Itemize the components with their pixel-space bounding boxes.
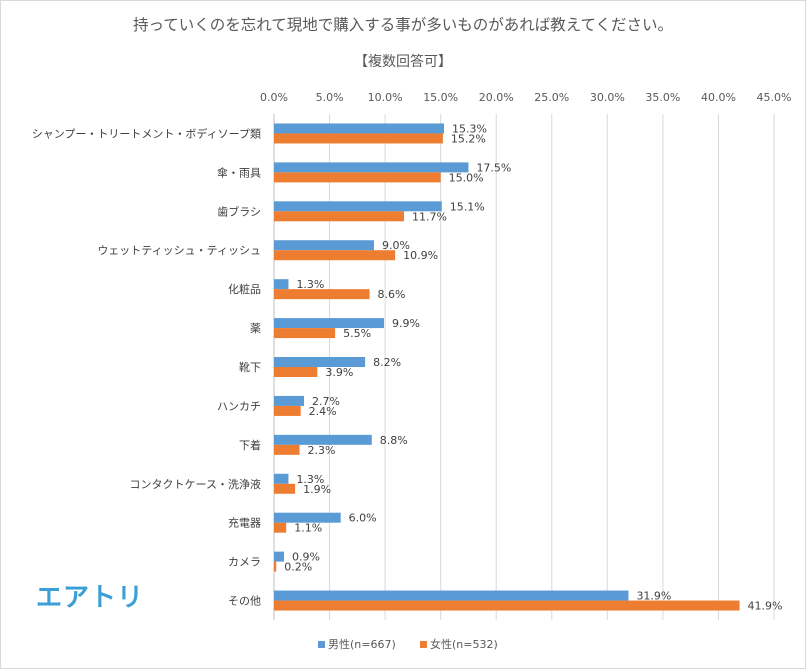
category-label: コンタクトケース・洗浄液 <box>130 477 261 491</box>
data-labels: 15.3%15.2% 17.5%15.0% 15.1%11.7% 9.0%10.9% 1… <box>284 122 782 612</box>
bar-female <box>274 444 300 455</box>
bar-female <box>274 289 370 300</box>
data-label: 6.0% <box>349 512 377 525</box>
bar-female <box>274 250 396 261</box>
bar-male <box>274 551 284 562</box>
data-label: 8.6% <box>378 288 406 301</box>
x-axis-ticks: 0.0% 5.0% 10.0% 15.0% 20.0% 25.0% 30.0% 35.0% 40… <box>260 91 791 104</box>
category-label: ハンカチ <box>217 400 261 413</box>
category-label: 下着 <box>239 438 261 452</box>
data-label: 1.3% <box>296 278 324 291</box>
category-label: ウェットティッシュ・ティッシュ <box>97 244 261 257</box>
bar-male <box>274 123 444 134</box>
data-label: 5.5% <box>343 327 371 340</box>
bar-female <box>274 211 404 222</box>
data-label: 8.2% <box>373 356 401 369</box>
bar-female <box>274 328 336 339</box>
x-tick-label: 5.0% <box>316 91 344 104</box>
data-label: 1.1% <box>294 522 322 535</box>
data-label: 2.3% <box>308 444 336 457</box>
bar-male <box>274 590 629 601</box>
x-tick-label: 45.0% <box>757 91 792 104</box>
category-label: カメラ <box>228 556 261 569</box>
category-label: 薬 <box>250 322 261 335</box>
data-label: 0.2% <box>284 561 312 574</box>
bar-male <box>274 201 442 212</box>
data-label: 15.2% <box>451 132 486 145</box>
x-tick-label: 20.0% <box>479 91 514 104</box>
category-label: シャンプー・トリートメント・ボディソープ類 <box>32 126 261 140</box>
bar-male <box>274 279 289 290</box>
data-label: 31.9% <box>636 590 671 603</box>
data-label: 15.1% <box>450 200 485 213</box>
gridlines <box>273 114 775 620</box>
bar-male <box>274 318 384 329</box>
data-label: 9.9% <box>392 317 420 330</box>
category-labels: シャンプー・トリートメント・ボディソープ類傘・雨具歯ブラシウェットティッシュ・テ… <box>32 126 261 607</box>
chart-subtitle: 【複数回答可】 <box>354 53 452 70</box>
chart-title: 持っていくのを忘れて現地で購入する事が多いものがあれば教えてください。 <box>133 16 673 34</box>
data-label: 41.9% <box>748 600 783 613</box>
data-label: 3.9% <box>325 366 353 379</box>
data-label: 15.0% <box>449 171 484 184</box>
legend-swatch <box>420 641 427 648</box>
legend: 男性(n=667) 女性(n=532) <box>318 637 498 651</box>
category-label: 靴下 <box>239 360 261 374</box>
bar-female <box>274 133 443 144</box>
category-label: 歯ブラシ <box>217 204 261 218</box>
category-label: 傘・雨具 <box>217 166 261 179</box>
bar-male <box>274 357 366 367</box>
bar-male <box>274 395 304 406</box>
legend-swatch <box>318 641 325 648</box>
category-label: その他 <box>228 595 261 608</box>
x-tick-label: 15.0% <box>423 91 458 104</box>
category-label: 充電器 <box>228 516 261 530</box>
data-label: 17.5% <box>476 161 511 174</box>
bar-male <box>274 162 469 173</box>
bar-female <box>274 561 277 572</box>
bar-female <box>274 522 287 533</box>
data-label: 8.8% <box>380 434 408 447</box>
x-tick-label: 25.0% <box>534 91 569 104</box>
data-label: 2.7% <box>312 395 340 408</box>
bars <box>274 123 740 611</box>
x-tick-label: 35.0% <box>645 91 680 104</box>
data-label: 0.9% <box>292 551 320 564</box>
legend-label: 男性(n=667) <box>328 637 396 651</box>
bar-male <box>274 434 372 445</box>
legend-label: 女性(n=532) <box>430 637 498 651</box>
category-label: 化粧品 <box>228 282 261 296</box>
bar-male <box>274 240 374 251</box>
bar-female <box>274 600 740 611</box>
bar-male <box>274 512 341 523</box>
bar-female <box>274 172 441 183</box>
airtrip-logo: エアトリ <box>36 583 144 613</box>
data-label: 2.4% <box>309 405 337 418</box>
data-label: 11.7% <box>412 210 447 223</box>
data-label: 10.9% <box>403 249 438 262</box>
x-tick-label: 40.0% <box>701 91 736 104</box>
data-label: 9.0% <box>382 239 410 252</box>
x-tick-label: 10.0% <box>368 91 403 104</box>
data-label: 15.3% <box>452 122 487 135</box>
bar-male <box>274 473 289 484</box>
x-tick-label: 30.0% <box>590 91 625 104</box>
data-label: 1.9% <box>303 483 331 496</box>
x-tick-label: 0.0% <box>260 91 288 104</box>
bar-female <box>274 367 318 377</box>
bar-female <box>274 405 301 416</box>
bar-female <box>274 483 296 494</box>
data-label: 1.3% <box>296 473 324 486</box>
